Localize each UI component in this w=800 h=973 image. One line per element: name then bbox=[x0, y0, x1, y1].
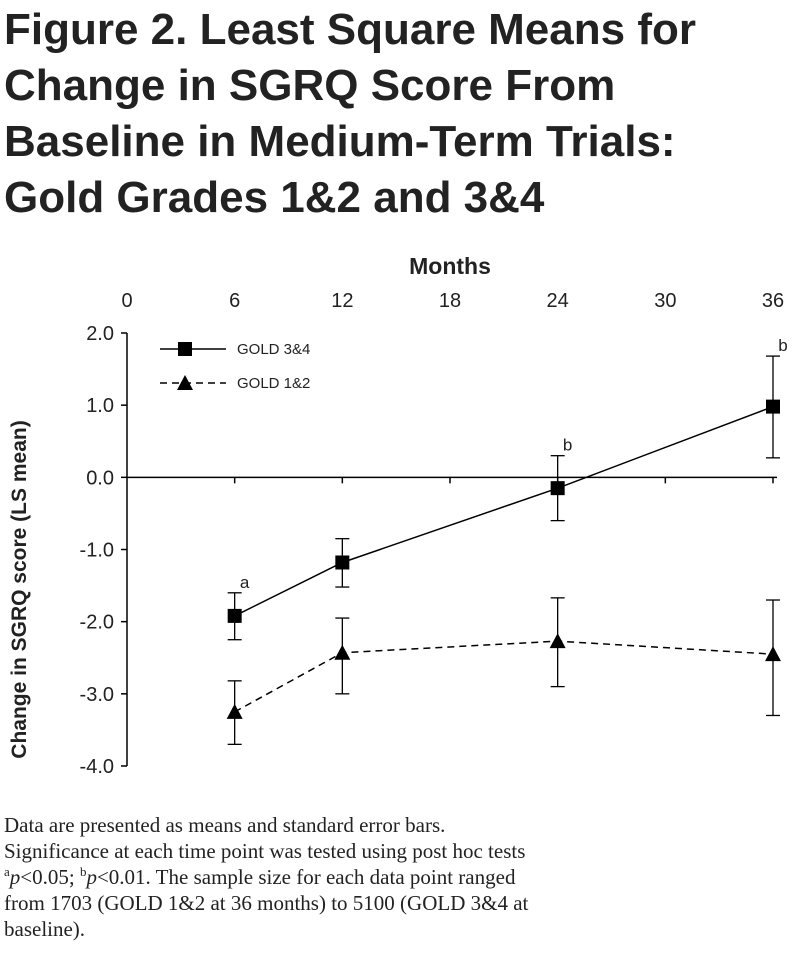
series-square: a b b bbox=[227, 336, 788, 641]
x-tick-label: 0 bbox=[121, 290, 132, 312]
legend-label: GOLD 1&2 bbox=[237, 375, 310, 392]
p-symbol: p bbox=[9, 865, 21, 889]
x-tick-label: 24 bbox=[547, 290, 569, 312]
y-axis-title: Change in SGRQ score (LS mean) bbox=[8, 420, 31, 758]
data-point-square bbox=[227, 608, 242, 623]
sig-marker-a: a bbox=[4, 864, 10, 879]
legend-label: GOLD 3&4 bbox=[237, 341, 310, 358]
data-point-triangle bbox=[549, 633, 566, 649]
data-point-triangle bbox=[334, 644, 351, 660]
line-chart: 2.0 1.0 0.0 -1.0 -2.0 -3.0 -4.0 0 6 12 18 24 30 36 Mon… bbox=[8, 253, 788, 778]
series-line bbox=[234, 640, 774, 713]
x-tick-label: 30 bbox=[654, 290, 676, 312]
x-tick-label: 12 bbox=[331, 290, 353, 312]
title-line: Figure 2. Least Square Means for bbox=[4, 5, 696, 54]
series-line bbox=[234, 405, 774, 617]
data-point-square bbox=[335, 555, 350, 570]
x-tick-label: 18 bbox=[439, 290, 461, 312]
data-point-square bbox=[178, 342, 192, 356]
figure-title: Figure 2. Least Square Means for Change … bbox=[4, 2, 794, 226]
sig-threshold-a: <0.05; bbox=[20, 865, 80, 889]
y-tick-label: 0.0 bbox=[86, 467, 114, 489]
caption-line-2: Significance at each time point was test… bbox=[4, 839, 526, 863]
caption-line-1: Data are presented as means and standard… bbox=[4, 813, 446, 837]
y-tick-label: -2.0 bbox=[80, 612, 114, 634]
sig-threshold-b: <0.01. The sample size for each data poi… bbox=[96, 865, 516, 889]
title-line: Gold Grades 1&2 and 3&4 bbox=[4, 173, 545, 222]
data-point-square bbox=[766, 399, 780, 414]
data-point-triangle bbox=[226, 703, 243, 719]
y-tick-label: -3.0 bbox=[80, 684, 114, 706]
y-tick-label: -1.0 bbox=[80, 540, 114, 562]
title-line: Baseline in Medium-Term Trials: bbox=[4, 117, 676, 166]
y-tick-label: 2.0 bbox=[86, 323, 114, 345]
significance-label: a bbox=[240, 573, 250, 592]
caption-line-3: ap<0.05; bp<0.01. The sample size for ea… bbox=[4, 864, 796, 890]
series-triangle bbox=[226, 597, 781, 746]
caption-line-5: baseline). bbox=[4, 917, 86, 941]
chart-axes: 2.0 1.0 0.0 -1.0 -2.0 -3.0 -4.0 0 6 12 18 24 30 36 Mon… bbox=[8, 253, 784, 778]
p-symbol: p bbox=[86, 865, 97, 889]
data-point-triangle bbox=[177, 375, 193, 390]
data-point-triangle bbox=[765, 646, 781, 662]
significance-label: b bbox=[778, 336, 787, 355]
x-tick-label: 6 bbox=[229, 290, 240, 312]
y-tick-label: 1.0 bbox=[86, 395, 114, 417]
x-axis-title: Months bbox=[409, 253, 491, 279]
significance-label: b bbox=[563, 436, 572, 455]
x-tick-label: 36 bbox=[762, 290, 784, 312]
figure-caption: Data are presented as means and standard… bbox=[4, 812, 796, 942]
y-tick-label: -4.0 bbox=[80, 756, 114, 778]
caption-line-4: from 1703 (GOLD 1&2 at 36 months) to 510… bbox=[4, 891, 529, 915]
chart-legend: GOLD 3&4 GOLD 1&2 bbox=[160, 341, 310, 392]
data-point-square bbox=[550, 481, 565, 496]
chart-series: a b b bbox=[226, 336, 788, 746]
sig-marker-b: b bbox=[79, 864, 87, 879]
title-line: Change in SGRQ Score From bbox=[4, 61, 616, 110]
